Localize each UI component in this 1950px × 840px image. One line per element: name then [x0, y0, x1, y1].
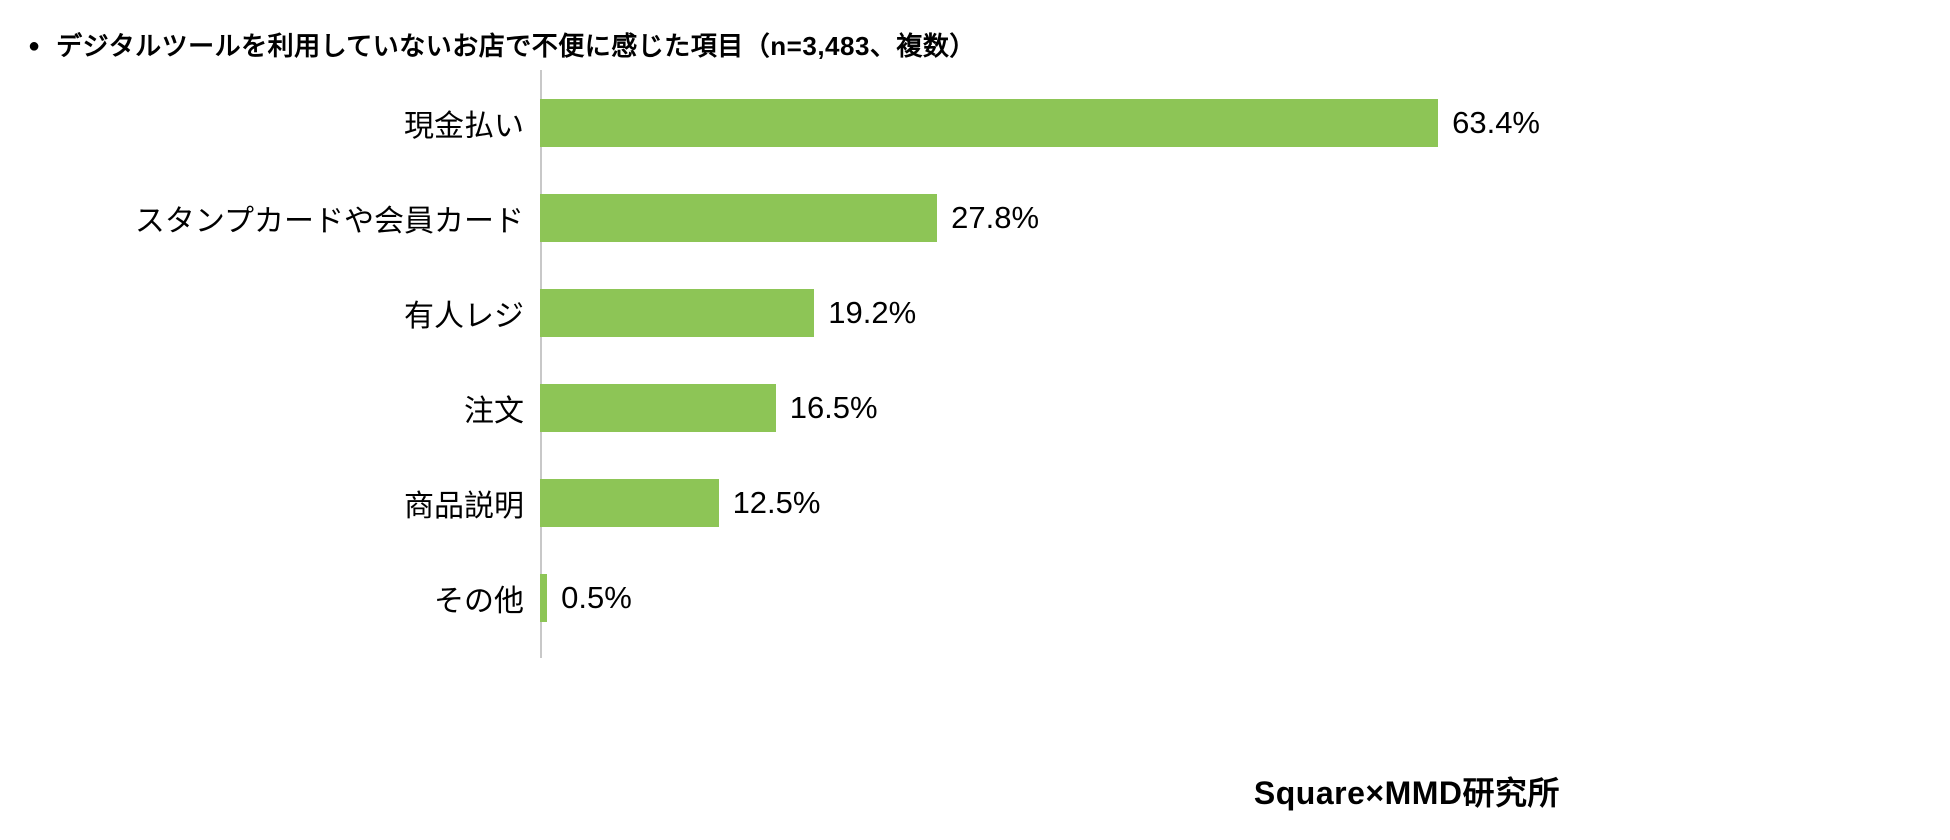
value-label: 16.5% [789, 389, 878, 425]
bar-track: 12.5% [540, 455, 1540, 550]
value-label: 19.2% [828, 294, 917, 330]
bar [540, 98, 1439, 147]
bar [540, 288, 815, 337]
value-label: 12.5% [732, 484, 821, 520]
chart-title: デジタルツールを利用していないお店で不便に感じた項目（n=3,483、複数） [56, 31, 976, 61]
bar-row: スタンプカードや会員カード 27.8% [0, 170, 1950, 265]
bar-track: 0.5% [540, 550, 1540, 645]
bar-track: 19.2% [540, 265, 1540, 360]
value-label: 0.5% [561, 579, 632, 615]
y-axis-line [540, 70, 542, 658]
bar-row: 注文 16.5% [0, 360, 1950, 455]
source-credit: Square×MMD研究所 [1253, 775, 1560, 811]
value-label: 27.8% [951, 199, 1040, 235]
bar [540, 193, 938, 242]
bullet-icon: ● [28, 34, 41, 57]
category-label: 商品説明 [404, 489, 524, 523]
bar-row: 商品説明 12.5% [0, 455, 1950, 550]
chart-header: ● デジタルツールを利用していないお店で不便に感じた項目（n=3,483、複数） [0, 0, 1950, 63]
bar-track: 27.8% [540, 170, 1540, 265]
category-label: 現金払い [404, 109, 524, 143]
category-label: その他 [434, 584, 524, 618]
bar-row: その他 0.5% [0, 550, 1950, 645]
value-label: 63.4% [1452, 104, 1540, 140]
bar-row: 現金払い 63.4% [0, 75, 1950, 170]
category-label: 注文 [464, 394, 524, 428]
category-label: 有人レジ [404, 299, 524, 333]
category-label: スタンプカードや会員カード [134, 204, 524, 238]
bar [540, 383, 776, 432]
bar-chart: 現金払い 63.4% スタンプカードや会員カード 27.8% 有人レジ 19.2% 注文 16… [0, 75, 1950, 645]
bar [540, 478, 719, 527]
bar-track: 16.5% [540, 360, 1540, 455]
bar-track: 63.4% [540, 75, 1540, 170]
bar [540, 573, 548, 622]
bar-row: 有人レジ 19.2% [0, 265, 1950, 360]
bar-rows: 現金払い 63.4% スタンプカードや会員カード 27.8% 有人レジ 19.2% 注文 16… [0, 75, 1950, 645]
